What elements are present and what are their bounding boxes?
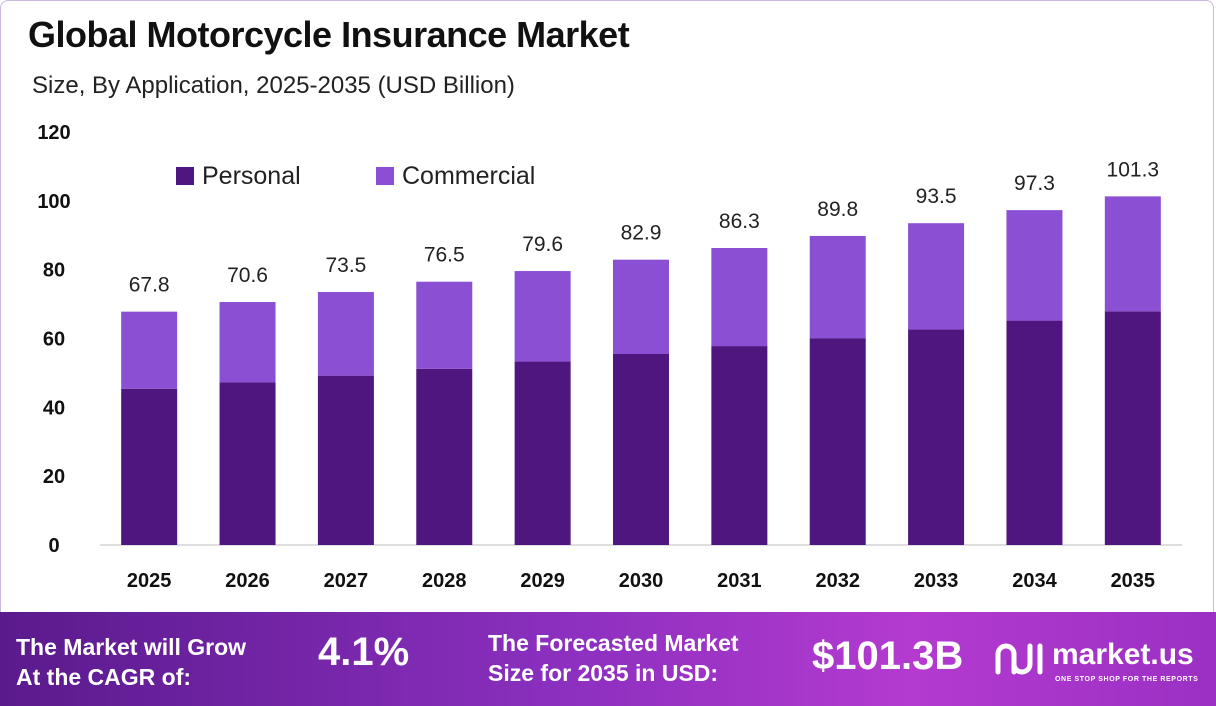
forecast-label-line1: The Forecasted Market [488,630,739,656]
y-tick-label: 60 [43,329,65,351]
market-us-logo-icon [995,643,1043,675]
x-tick-label: 2035 [1111,570,1156,592]
bar-personal-2026 [219,382,276,545]
y-tick-label: 80 [43,260,65,282]
bar-personal-2029 [514,361,571,545]
bar-personal-2028 [416,368,473,545]
bar-personal-2032 [809,338,866,545]
legend-label-personal: Personal [202,162,301,190]
bar-personal-2031 [711,346,768,545]
bar-commercial-2026 [219,302,276,383]
bar-commercial-2035 [1104,196,1161,312]
bar-commercial-2025 [121,311,178,389]
bar-personal-2033 [908,329,965,545]
x-tick-label: 2025 [127,570,172,592]
cagr-label-line2: At the CAGR of: [16,664,192,690]
footer-banner: The Market will Grow At the CAGR of: 4.1… [0,612,1216,706]
logo-tagline: ONE STOP SHOP FOR THE REPORTS [1055,676,1199,683]
y-tick-label: 100 [37,191,70,213]
bar-personal-2035 [1104,311,1161,545]
data-label: 79.6 [522,233,563,256]
x-tick-label: 2032 [815,570,860,592]
x-tick-label: 2029 [520,570,565,592]
bar-personal-2027 [317,375,374,545]
bar-commercial-2033 [908,223,965,330]
y-tick-label: 120 [37,122,70,144]
x-tick-label: 2028 [422,570,467,592]
bar-personal-2025 [121,388,178,545]
y-tick-label: 40 [43,397,65,419]
y-tick-label: 0 [48,535,59,557]
y-tick-label: 20 [43,466,65,488]
data-label: 97.3 [1014,172,1055,195]
forecast-label-line2: Size for 2035 in USD: [488,660,719,686]
cagr-label: The Market will Grow At the CAGR of: [16,632,246,692]
x-tick-label: 2027 [324,570,369,592]
bar-commercial-2032 [809,235,866,339]
data-label: 93.5 [916,185,957,208]
data-label: 73.5 [325,254,366,277]
x-tick-label: 2033 [914,570,959,592]
bar-commercial-2031 [711,247,768,347]
chart-title: Global Motorcycle Insurance Market [28,14,630,55]
legend-label-commercial: Commercial [402,162,535,190]
legend-swatch-commercial [376,167,394,185]
bar-commercial-2034 [1006,210,1063,321]
data-label: 67.8 [129,274,170,297]
data-label: 76.5 [424,244,465,267]
chart-subtitle: Size, By Application, 2025-2035 (USD Bil… [32,72,515,99]
data-label: 101.3 [1107,158,1160,181]
data-label: 82.9 [621,222,662,245]
forecast-label: The Forecasted Market Size for 2035 in U… [488,628,739,688]
bar-personal-2030 [613,353,669,545]
bar-commercial-2030 [613,259,669,354]
forecast-value: $101.3B [812,634,964,678]
data-label: 70.6 [227,264,268,287]
x-tick-label: 2026 [225,570,270,592]
stacked-bar-chart: 0 20 40 60 80 100 120 67.8 2025 70.6 2026 73.5 2027 7… [37,122,1182,592]
bar-commercial-2029 [514,271,571,362]
legend-swatch-personal [176,167,194,185]
cagr-value: 4.1% [318,630,410,674]
bar-personal-2034 [1006,320,1063,545]
logo-text: market.us [1052,638,1194,671]
bar-commercial-2027 [317,292,374,376]
x-tick-label: 2030 [619,570,664,592]
x-tick-label: 2031 [717,570,762,592]
x-tick-label: 2034 [1012,570,1057,592]
cagr-label-line1: The Market will Grow [16,634,247,660]
bar-commercial-2028 [416,281,473,369]
data-label: 89.8 [817,198,858,221]
data-label: 86.3 [719,210,760,233]
